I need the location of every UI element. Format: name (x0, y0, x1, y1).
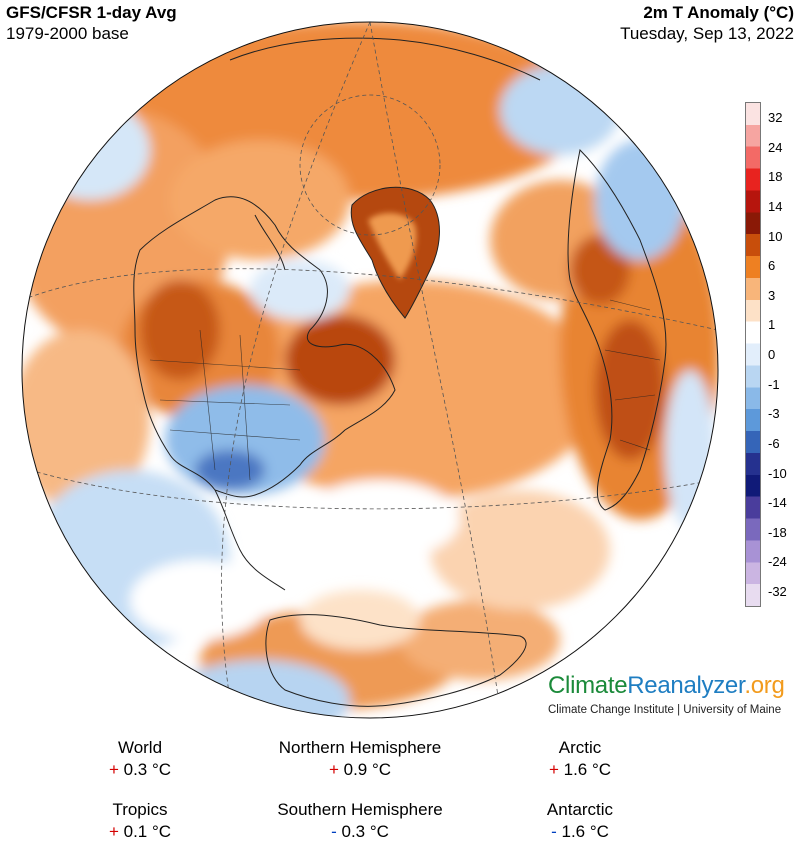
arctic-coast-outline (229, 37, 541, 81)
legend-tick-label: 14 (768, 198, 783, 214)
stat-label: Arctic (558, 738, 602, 757)
legend-tick-label: 10 (768, 228, 783, 244)
brand-part-climate: Climate (548, 672, 628, 699)
slight-warm-south-atlantic (430, 490, 610, 610)
cold-anomaly-us (195, 450, 265, 490)
stat-value: 1.6 °C (563, 760, 612, 779)
country-borders (604, 299, 661, 451)
anomaly-field (22, 22, 718, 718)
legend-tick-label: 0 (768, 347, 776, 362)
legend-tick-label: 1 (768, 317, 776, 333)
brand-logo: ClimateReanalyzer.org (548, 671, 785, 701)
stat-value-row: - 0.3 °C (240, 821, 480, 842)
stat-antarctic: Antarctic - 1.6 °C (460, 799, 700, 842)
stat-label: Tropics (112, 800, 168, 819)
stat-arctic: Arctic + 1.6 °C (460, 737, 700, 780)
coastlines (133, 37, 667, 707)
arctic-circle-line (299, 94, 441, 236)
arctic-islands-outline (254, 214, 286, 271)
strong-warm-norway (570, 235, 630, 305)
stat-sign: - (331, 822, 337, 841)
stat-value-row: + 0.9 °C (240, 759, 480, 780)
latitude-line-1 (22, 268, 718, 331)
globe-outline (21, 21, 719, 719)
neutral-subtropics (300, 480, 460, 560)
legend-tick-label: 6 (768, 258, 776, 274)
greenland-interior (368, 213, 417, 280)
stat-label: Antarctic (546, 800, 614, 819)
brand-subtitle: Climate Change Institute | University of… (548, 704, 782, 716)
baseline-subtitle: 1979-2000 base (6, 24, 129, 43)
graticule (22, 22, 718, 711)
warm-anomaly-canada (170, 140, 350, 260)
stat-sign: - (551, 822, 557, 841)
variable-title: 2m T Anomaly (°C) (643, 3, 794, 22)
central-america-outline (214, 489, 286, 591)
europe-outline (567, 148, 667, 511)
stat-world: World + 0.3 °C (20, 737, 260, 780)
cool-anomaly-russia (595, 140, 685, 260)
legend-tick-label: -32 (768, 584, 787, 599)
legend-tick-label: -14 (768, 495, 787, 511)
legend-tick-label: 24 (768, 139, 783, 155)
stat-value: 0.3 °C (123, 760, 172, 779)
strong-warm-rockies (140, 280, 220, 380)
longitude-line-2 (221, 22, 371, 701)
stat-value-row: + 0.1 °C (20, 821, 260, 842)
north-america-outline (133, 196, 396, 498)
legend-tick-label: -24 (768, 554, 787, 570)
stat-northern-hemisphere: Northern Hemisphere + 0.9 °C (240, 737, 480, 780)
stat-sign: + (108, 822, 119, 841)
legend-tick-label: -18 (768, 524, 787, 540)
legend-tick-label: -1 (768, 376, 780, 392)
stat-sign: + (328, 760, 339, 779)
stat-value-row: + 0.3 °C (20, 759, 260, 780)
legend-tick-label: 18 (768, 169, 783, 185)
stat-value: 0.1 °C (123, 822, 172, 841)
stat-value: 0.3 °C (341, 822, 389, 841)
stat-label: World (117, 738, 163, 757)
stat-sign: + (108, 760, 119, 779)
stat-value-row: - 1.6 °C (460, 821, 700, 842)
map-date: Tuesday, Sep 13, 2022 (620, 24, 794, 43)
warm-anomaly-south-atlantic (400, 600, 560, 680)
strong-warm-hudson (285, 315, 395, 405)
strong-warm-west-europe (595, 320, 665, 460)
legend-tick-label: 32 (768, 110, 783, 125)
stat-label: Northern Hemisphere (278, 738, 442, 757)
longitude-line-1 (369, 22, 501, 711)
brand-part-org: .org (744, 672, 785, 699)
map-title: GFS/CFSR 1-day Avg (6, 3, 177, 22)
stat-value: 0.9 °C (343, 760, 392, 779)
legend-tick-label: 3 (768, 287, 776, 303)
cool-anomaly-north-pacific (30, 100, 150, 200)
stat-value: 1.6 °C (561, 822, 609, 841)
stat-tropics: Tropics + 0.1 °C (20, 799, 260, 842)
color-scale-bar (745, 102, 761, 607)
brand-part-reanalyzer: Reanalyzer (627, 672, 745, 699)
stat-label: Southern Hemisphere (277, 800, 443, 819)
stat-southern-hemisphere: Southern Hemisphere - 0.3 °C (240, 799, 480, 842)
south-america-outline (265, 614, 527, 707)
neutral-central-america (130, 560, 270, 640)
stat-sign: + (548, 760, 559, 779)
stat-value-row: + 1.6 °C (460, 759, 700, 780)
legend-tick-label: -10 (768, 465, 787, 481)
legend-tick-label: -3 (768, 406, 780, 422)
legend-tick-label: -6 (768, 435, 780, 451)
warm-anomaly-pacific (22, 330, 150, 510)
